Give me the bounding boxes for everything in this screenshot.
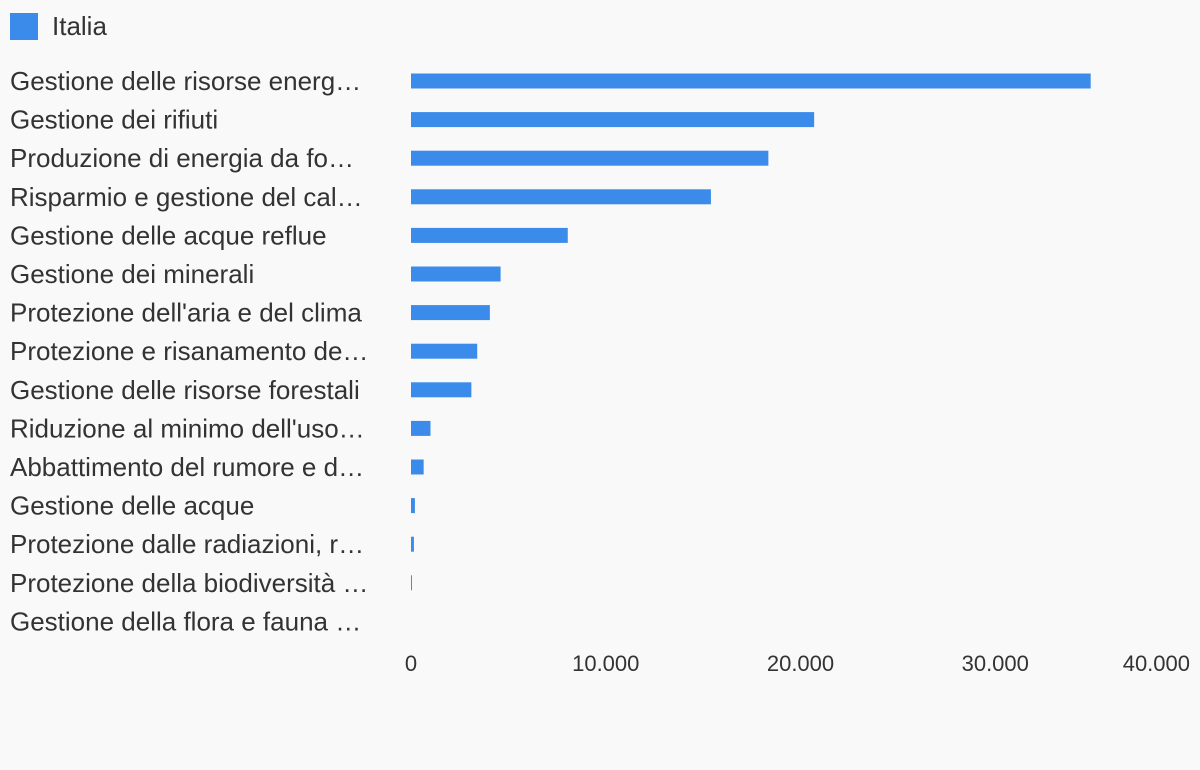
bar[interactable] xyxy=(411,343,478,359)
bar[interactable] xyxy=(411,227,568,243)
category-label: Protezione dell'aria e del clima xyxy=(10,298,362,328)
bar[interactable] xyxy=(411,420,431,436)
bar[interactable] xyxy=(411,112,815,128)
bar[interactable] xyxy=(411,382,472,398)
category-label: Gestione delle risorse energ… xyxy=(10,66,361,96)
category-label: Protezione e risanamento de… xyxy=(10,336,368,366)
bar[interactable] xyxy=(411,150,769,166)
category-label: Gestione delle risorse forestali xyxy=(10,375,360,405)
category-label: Abbattimento del rumore e d… xyxy=(10,452,364,482)
bar[interactable] xyxy=(411,575,412,591)
x-tick-label: 10.000 xyxy=(572,651,639,676)
chart-legend: Italia xyxy=(10,8,107,44)
bar[interactable] xyxy=(411,459,424,475)
x-tick-label: 0 xyxy=(405,651,417,676)
x-tick-label: 40.000 xyxy=(1123,651,1190,676)
bars xyxy=(411,73,1091,591)
x-axis: 0 10.000 20.000 30.000 40.000 xyxy=(405,651,1190,676)
bar[interactable] xyxy=(411,73,1091,89)
bar[interactable] xyxy=(411,498,415,514)
bar[interactable] xyxy=(411,305,490,321)
category-label: Protezione dalle radiazioni, r… xyxy=(10,529,364,559)
legend-swatch xyxy=(10,12,38,40)
category-label: Riduzione al minimo dell'uso… xyxy=(10,413,365,443)
category-label: Risparmio e gestione del cal… xyxy=(10,182,363,212)
x-tick-label: 30.000 xyxy=(962,651,1029,676)
category-label: Protezione della biodiversità … xyxy=(10,568,368,598)
category-label: Gestione della flora e fauna … xyxy=(10,606,361,636)
category-label: Gestione delle acque reflue xyxy=(10,220,327,250)
category-label: Gestione delle acque xyxy=(10,491,254,521)
category-label: Gestione dei minerali xyxy=(10,259,254,289)
category-label: Gestione dei rifiuti xyxy=(10,105,218,135)
category-label: Produzione di energia da fo… xyxy=(10,143,354,173)
bar[interactable] xyxy=(411,189,711,205)
category-labels: Gestione delle risorse energ… Gestione de… xyxy=(10,66,368,636)
bar[interactable] xyxy=(411,536,414,552)
bar[interactable] xyxy=(411,266,501,282)
legend-label: Italia xyxy=(52,10,107,41)
x-tick-label: 20.000 xyxy=(767,651,834,676)
